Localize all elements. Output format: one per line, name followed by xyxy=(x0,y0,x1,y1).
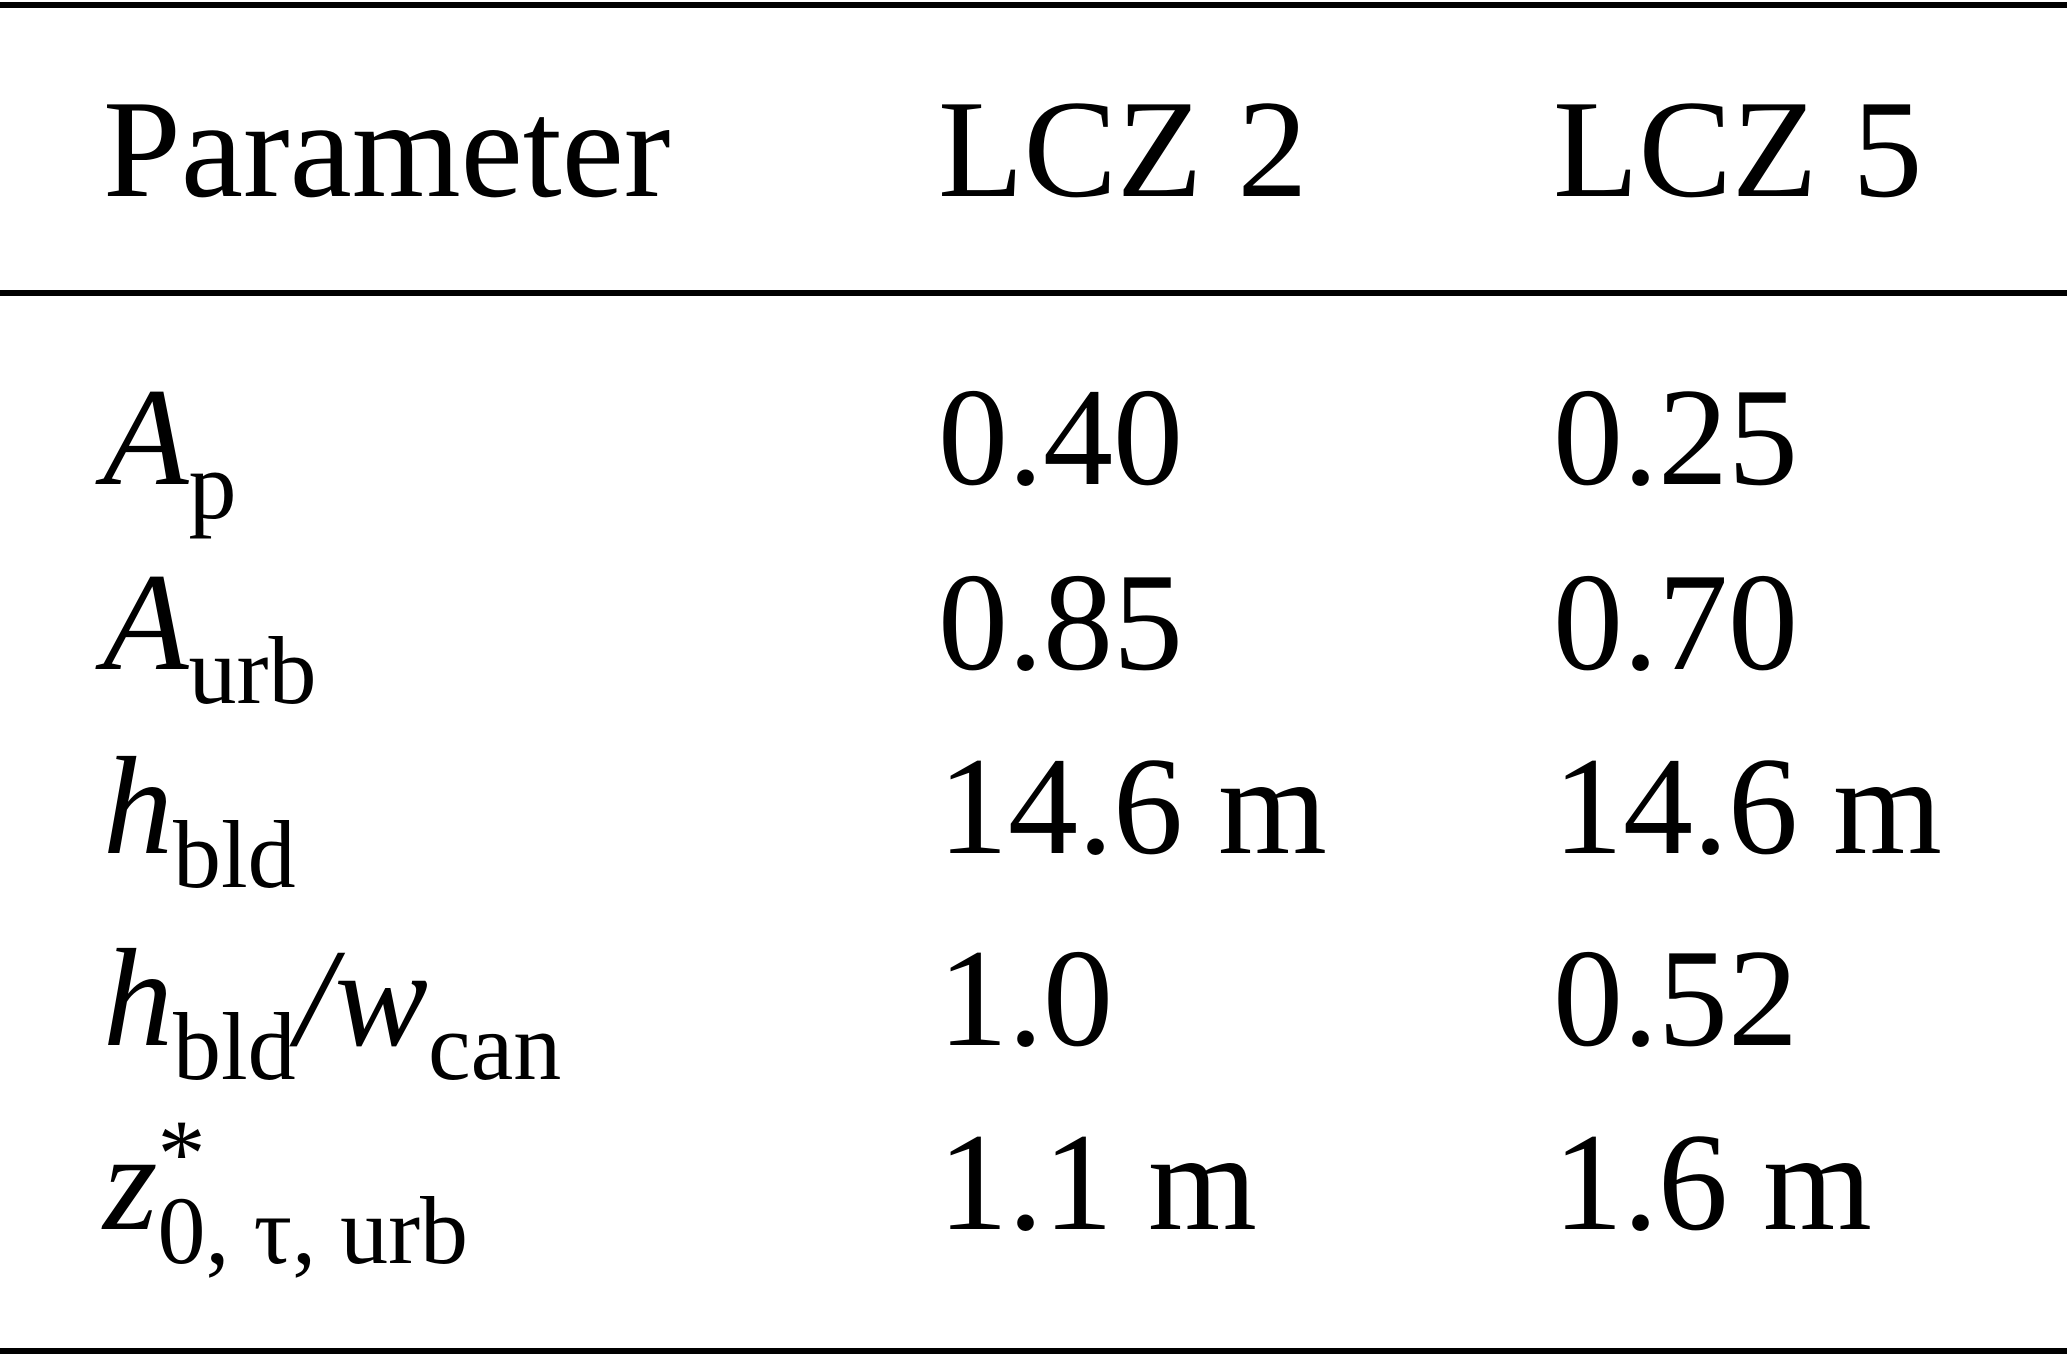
parameter-cell: z*0, τ, urb xyxy=(103,1105,468,1278)
symbol: w xyxy=(334,921,428,1076)
value-cell: 0.85 xyxy=(938,545,1183,700)
symbol: / xyxy=(295,921,335,1076)
symbol: h xyxy=(103,921,173,1076)
subscript: can xyxy=(427,992,562,1100)
subscript: p xyxy=(188,431,237,539)
top-rule xyxy=(0,2,2067,8)
header-cell: LCZ 2 xyxy=(938,72,1308,227)
symbol: A xyxy=(103,360,189,515)
symbol: h xyxy=(103,729,173,884)
subscript: bld xyxy=(173,992,296,1100)
value-cell: 1.6 m xyxy=(1553,1105,1872,1260)
parameter-cell: Aurb xyxy=(103,553,317,719)
header-cell: Parameter xyxy=(103,72,671,227)
symbol: z xyxy=(103,1105,158,1260)
value-cell: 1.0 xyxy=(938,921,1113,1076)
parameter-cell: hbld/wcan xyxy=(103,929,561,1095)
value-cell: 14.6 m xyxy=(938,729,1327,884)
subscript: urb xyxy=(188,616,317,724)
superscript: * xyxy=(157,1099,206,1207)
symbol: A xyxy=(103,545,189,700)
value-cell: 0.25 xyxy=(1553,360,1798,515)
value-cell: 14.6 m xyxy=(1553,729,1942,884)
subscript: bld xyxy=(173,800,296,908)
value-cell: 1.1 m xyxy=(938,1105,1257,1260)
value-cell: 0.70 xyxy=(1553,545,1798,700)
parameter-cell: Ap xyxy=(103,368,237,534)
parameter-cell: hbld xyxy=(103,737,296,903)
subscript: 0, τ, urb xyxy=(157,1176,469,1284)
header-rule xyxy=(0,290,2067,296)
bottom-rule xyxy=(0,1348,2067,1354)
value-cell: 0.40 xyxy=(938,360,1183,515)
header-cell: LCZ 5 xyxy=(1553,72,1923,227)
value-cell: 0.52 xyxy=(1553,921,1798,1076)
